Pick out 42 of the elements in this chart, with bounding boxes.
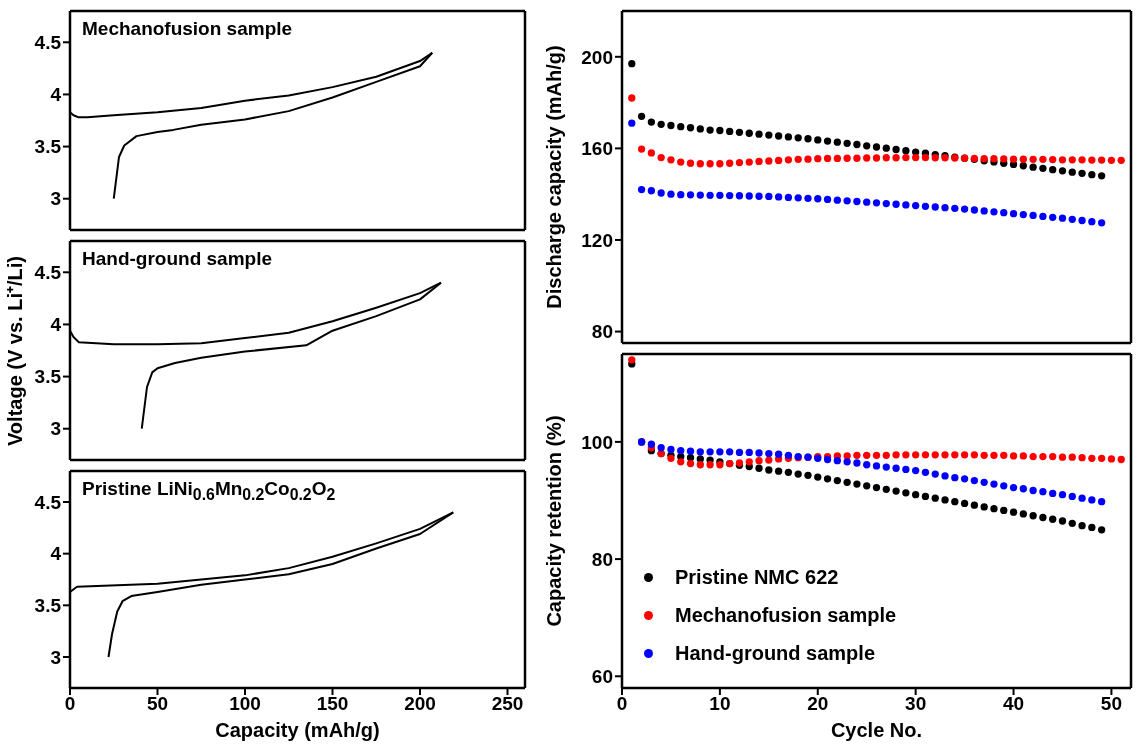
text: Pristine LiNi$_{0.6}$Mn$_{0.2}$Co$_{0.2}$O$_{2}$ bbox=[82, 478, 336, 504]
x-tick-label: 50 bbox=[1100, 693, 1122, 715]
y-tick-label: 3.5 bbox=[34, 366, 62, 388]
y-tick-label: 80 bbox=[591, 548, 613, 570]
y-tick-label: 160 bbox=[581, 138, 613, 160]
y-tick-label: 120 bbox=[581, 229, 613, 251]
x-tick-label: 0 bbox=[616, 693, 628, 715]
x-tick-label: 50 bbox=[146, 693, 169, 715]
y-tick-label: 4 bbox=[50, 314, 62, 336]
y-tick-label: 3.5 bbox=[34, 595, 62, 617]
y-tick-label: 3 bbox=[50, 418, 61, 440]
x-tick-label: 20 bbox=[807, 693, 829, 715]
y-tick-label: 4 bbox=[50, 543, 62, 565]
y-axis-title: Voltage (V vs. Li⁺/Li) bbox=[2, 255, 27, 446]
y-tick-label: 4.5 bbox=[34, 262, 62, 284]
x-tick-label: 40 bbox=[1002, 693, 1025, 715]
y-tick-label: 3 bbox=[50, 646, 61, 668]
y-tick-label: 80 bbox=[591, 321, 613, 343]
x-tick-label: 0 bbox=[64, 693, 76, 715]
x-tick-label: 100 bbox=[229, 693, 261, 715]
y-axis-title: Discharge capacity (mAh/g) bbox=[542, 45, 566, 309]
y-axis-title: Capacity retention (%) bbox=[542, 415, 566, 627]
y-tick-label: 4 bbox=[50, 84, 62, 106]
x-tick-label: 30 bbox=[905, 693, 927, 715]
y-tick-label: 3 bbox=[50, 188, 61, 210]
y-tick-label: 200 bbox=[581, 46, 613, 68]
x-tick-label: 150 bbox=[316, 693, 349, 715]
y-tick-label: 4.5 bbox=[34, 491, 62, 513]
x-tick-label: 10 bbox=[709, 693, 731, 715]
y-tick-label: 4.5 bbox=[34, 32, 62, 54]
legend-label: Pristine NMC 622 bbox=[675, 565, 839, 590]
x-tick-label: 200 bbox=[404, 693, 436, 715]
y-tick-label: 60 bbox=[591, 666, 613, 688]
y-tick-label: 3.5 bbox=[34, 136, 62, 158]
x-axis-title: Cycle No. bbox=[830, 719, 923, 742]
chart-title: Mechanofusion sample bbox=[82, 18, 293, 40]
legend-label: Mechanofusion sample bbox=[675, 603, 897, 628]
legend-label: Hand-ground sample bbox=[675, 641, 876, 666]
y-tick-label: 100 bbox=[581, 431, 613, 453]
chart-title: Hand-ground sample bbox=[82, 248, 273, 270]
x-tick-label: 250 bbox=[491, 693, 524, 715]
x-axis-title: Capacity (mAh/g) bbox=[215, 719, 380, 742]
